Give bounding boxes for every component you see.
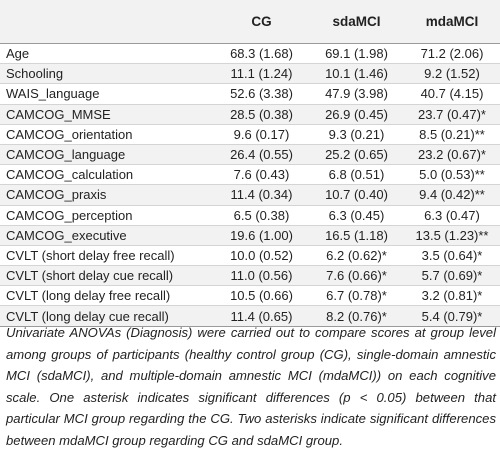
header-cell-measure [0,0,214,44]
cell-mdamci: 23.2 (0.67)* [418,147,486,163]
cell-cg: 26.4 (0.55) [230,147,293,163]
cell-mdamci: 3.2 (0.81)* [421,288,483,304]
cell-sdamci: 9.3 (0.21) [328,126,385,142]
cell-mdamci: 9.2 (1.52) [424,66,480,82]
cell-cg: 7.6 (0.43) [233,167,290,183]
row-label: CAMCOG_language [6,147,126,163]
cell-sdamci: 6.7 (0.78)* [326,288,387,304]
row-label: CAMCOG_orientation [6,126,133,142]
table-row: CVLT (long delay cue recall) 11.4 (0.65) 8… [0,305,500,327]
cell-cg: 11.4 (0.65) [230,308,293,324]
table-row: CAMCOG_orientation 9.6 (0.17) 9.3 (0.21) 8.… [0,124,500,145]
cell-sdamci: 10.7 (0.40) [325,187,388,203]
table-row: CAMCOG_perception 6.5 (0.38) 6.3 (0.45) 6.3… [0,205,500,226]
cell-sdamci: 47.9 (3.98) [325,86,388,102]
row-label: CVLT (long delay free recall) [6,288,171,304]
table-row: CVLT (long delay free recall) 10.5 (0.66)… [0,286,500,306]
row-label: CAMCOG_executive [6,227,127,243]
table-row: CAMCOG_executive 19.6 (1.00) 16.5 (1.18) 13… [0,225,500,246]
cell-sdamci: 25.2 (0.65) [325,147,388,163]
cell-mdamci: 71.2 (2.06) [420,46,484,62]
table-row: CVLT (short delay cue recall) 11.0 (0.56)… [0,265,500,286]
cell-sdamci: 8.2 (0.76)* [326,308,387,324]
cell-sdamci: 16.5 (1.18) [325,227,388,243]
header-row: CG sdaMCI mdaMCI [0,0,500,44]
cell-mdamci: 3.5 (0.64)* [421,247,483,263]
row-label: CVLT (short delay free recall) [6,247,175,263]
cell-cg: 6.5 (0.38) [233,207,290,223]
cell-mdamci: 23.7 (0.47)* [418,106,486,122]
header-cell-sdamci: sdaMCI [309,0,404,44]
cell-sdamci: 69.1 (1.98) [325,46,388,62]
cell-cg: 28.5 (0.38) [230,106,293,122]
results-table: CG sdaMCI mdaMCI Age 68.3 (1.68) 69.1 (1.9… [0,0,500,327]
cell-cg: 10.0 (0.52) [230,247,293,263]
table-row: Schooling 11.1 (1.24) 10.1 (1.46) 9.2 (1.52… [0,63,500,84]
cell-sdamci: 7.6 (0.66)* [326,268,387,284]
cell-mdamci: 5.7 (0.69)* [421,268,483,284]
header-cell-cg: CG [214,0,309,44]
row-label: CAMCOG_perception [6,207,133,223]
cell-mdamci: 9.4 (0.42)** [419,187,485,203]
table-row: CAMCOG_praxis 11.4 (0.34) 10.7 (0.40) 9.4 (… [0,184,500,205]
table-body: Age 68.3 (1.68) 69.1 (1.98) 71.2 (2.06) Scho… [0,44,500,327]
row-label: WAIS_language [6,86,100,102]
cell-sdamci: 10.1 (1.46) [325,66,388,82]
row-label: CVLT (long delay cue recall) [6,308,169,324]
cell-mdamci: 5.4 (0.79)* [421,308,483,324]
cell-cg: 11.0 (0.56) [230,268,293,284]
row-label: CAMCOG_calculation [6,167,134,183]
table-row: CAMCOG_MMSE 28.5 (0.38) 26.9 (0.45) 23.7 (0… [0,104,500,125]
table-row: CVLT (short delay free recall) 10.0 (0.52… [0,245,500,266]
cell-cg: 10.5 (0.66) [230,288,293,304]
cell-cg: 9.6 (0.17) [233,126,290,142]
cell-mdamci: 5.0 (0.53)** [419,167,485,183]
row-label: CAMCOG_praxis [6,187,107,203]
row-label: CVLT (short delay cue recall) [6,268,174,284]
cell-cg: 52.6 (3.38) [230,86,293,102]
cell-sdamci: 6.8 (0.51) [328,167,385,183]
row-label: Age [6,46,30,62]
cell-cg: 11.1 (1.24) [230,66,293,82]
cell-cg: 11.4 (0.34) [230,187,293,203]
header-cell-mdamci: mdaMCI [404,0,500,44]
cell-mdamci: 8.5 (0.21)** [419,126,485,142]
cell-cg: 19.6 (1.00) [230,227,293,243]
row-label: Schooling [6,66,64,82]
cell-sdamci: 6.2 (0.62)* [326,247,387,263]
row-label: CAMCOG_MMSE [6,106,111,122]
table-caption: Univariate ANOVAs (Diagnosis) were carri… [6,325,496,448]
cell-sdamci: 26.9 (0.45) [325,106,388,122]
table-row: WAIS_language 52.6 (3.38) 47.9 (3.98) 40.7 … [0,84,500,105]
table-row: Age 68.3 (1.68) 69.1 (1.98) 71.2 (2.06) [0,44,500,64]
cell-mdamci: 13.5 (1.23)** [415,227,489,243]
table-row: CAMCOG_calculation 7.6 (0.43) 6.8 (0.51) 5.… [0,165,500,185]
cell-mdamci: 40.7 (4.15) [420,86,484,102]
cell-sdamci: 6.3 (0.45) [328,207,385,223]
table-row: CAMCOG_language 26.4 (0.55) 25.2 (0.65) 23.… [0,144,500,165]
cell-mdamci: 6.3 (0.47) [424,207,480,223]
cell-cg: 68.3 (1.68) [230,46,293,62]
